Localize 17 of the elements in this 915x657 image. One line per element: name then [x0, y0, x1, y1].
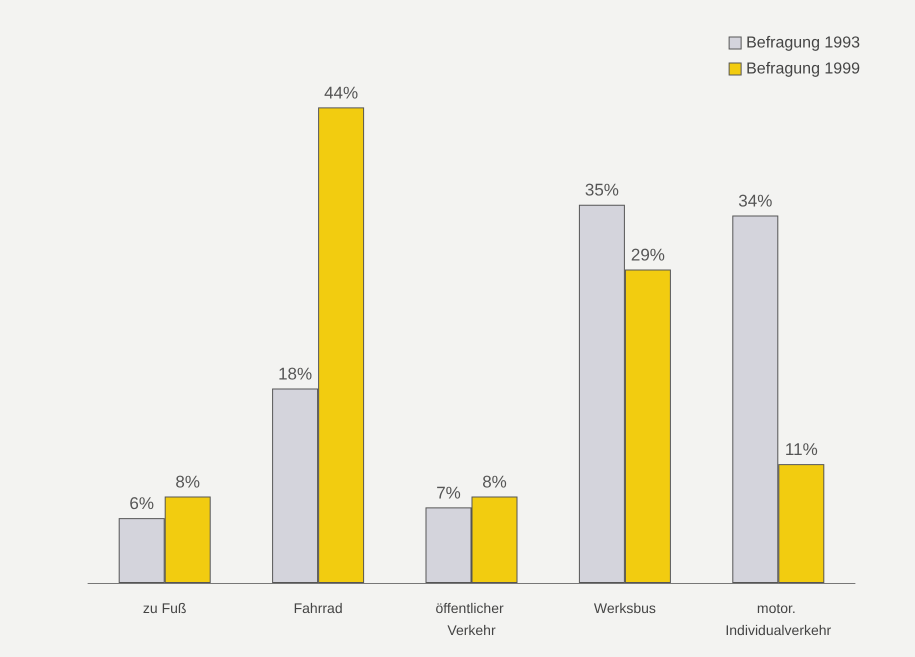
legend-label: Befragung 1993: [746, 34, 860, 52]
data-label: 8%: [175, 472, 200, 492]
data-label: 6%: [129, 494, 154, 514]
legend-label: Befragung 1999: [746, 60, 860, 78]
data-label: 29%: [630, 246, 665, 265]
x-tick-label: zu Fuß: [142, 600, 186, 616]
data-label: 7%: [436, 483, 461, 502]
x-tick-label: motor. Individualverkehr: [725, 600, 832, 638]
data-label: 44%: [324, 83, 358, 102]
x-tick-label: Werksbus: [594, 600, 656, 616]
data-label: 18%: [278, 364, 312, 384]
data-label: 35%: [584, 180, 619, 200]
x-tick-label: Fahrrad: [294, 600, 343, 616]
x-tick-label: öffentlicher Verkehr: [435, 600, 508, 638]
data-label: 8%: [482, 472, 507, 492]
data-label: 11%: [784, 440, 818, 460]
data-label: 34%: [738, 192, 772, 211]
